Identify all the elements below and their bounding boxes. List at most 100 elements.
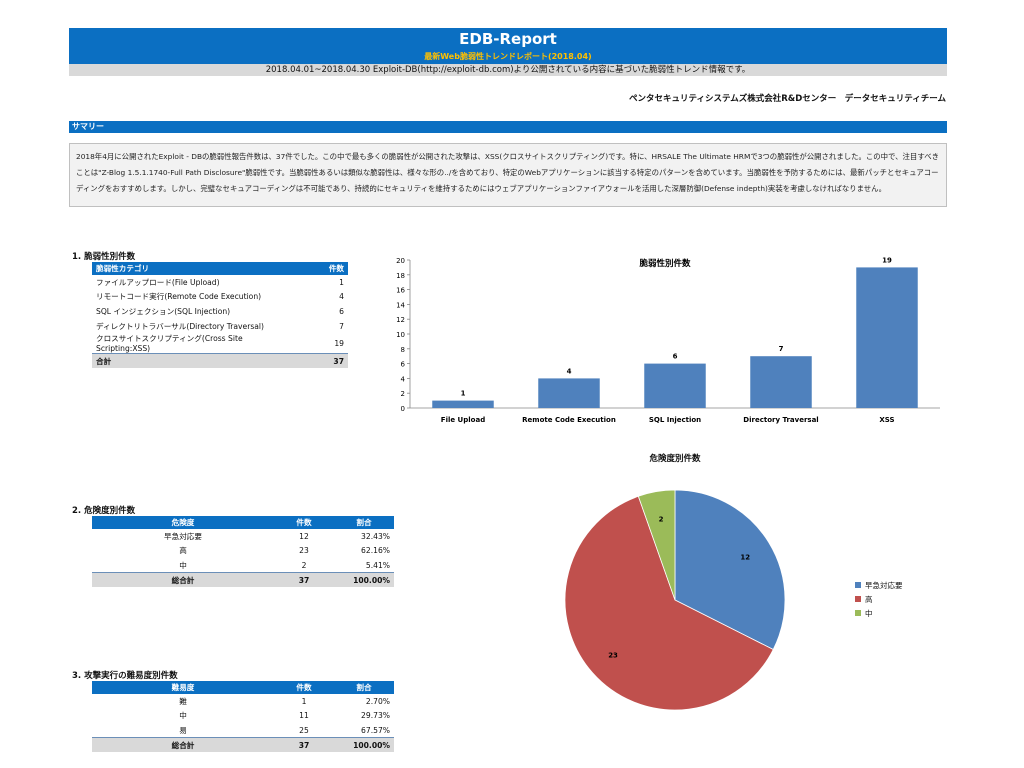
x-tick-label: Directory Traversal — [743, 416, 818, 424]
table-row: 易 25 67.57% — [92, 723, 394, 738]
row-count: 19 — [334, 338, 344, 348]
legend-item: 中 — [855, 606, 903, 620]
vulnerability-count-table: 脆弱性カテゴリ 件数 ファイルアップロード(File Upload) 1 リモー… — [92, 262, 348, 369]
col-level-header: 危険度 — [92, 516, 274, 529]
bar-data-label: 6 — [673, 353, 678, 361]
row-label: 難 — [179, 696, 187, 706]
row-ratio: 5.41% — [365, 560, 390, 570]
total-label: 合計 — [92, 353, 288, 369]
legend-swatch — [855, 582, 861, 588]
total-row: 総合計 37 100.00% — [92, 572, 394, 588]
row-count: 23 — [299, 546, 309, 556]
col-level-header: 難易度 — [92, 681, 274, 694]
x-tick-label: Remote Code Execution — [522, 416, 616, 424]
risk-level-table: 危険度 件数 割合 早急対応要 12 32.43% 高 23 62.16% 中 … — [92, 516, 394, 588]
pie-slice — [564, 495, 774, 711]
y-tick-label: 10 — [396, 331, 405, 339]
table-row: 高 23 62.16% — [92, 544, 394, 559]
total-row: 合計 37 — [92, 353, 348, 369]
pie-slice — [674, 489, 786, 651]
row-count: 7 — [339, 321, 344, 331]
legend-swatch — [855, 596, 861, 602]
legend-item: 高 — [855, 592, 903, 606]
bar-data-label: 19 — [882, 256, 892, 264]
y-tick-label: 6 — [401, 361, 406, 369]
x-tick-label: XSS — [879, 416, 894, 424]
row-count: 4 — [339, 292, 344, 302]
bar — [856, 267, 918, 408]
table-row: ファイルアップロード(File Upload) 1 — [92, 275, 348, 290]
pie-data-label: 2 — [659, 516, 664, 524]
section2-title: 2. 危険度別件数 — [72, 506, 136, 516]
pie-chart-title: 危険度別件数 — [649, 454, 701, 464]
y-tick-label: 20 — [396, 257, 405, 265]
col-count-header: 件数 — [274, 681, 334, 694]
y-tick-label: 12 — [396, 316, 405, 324]
table-row: 早急対応要 12 32.43% — [92, 529, 394, 544]
total-count: 37 — [288, 353, 348, 369]
y-tick-label: 18 — [396, 272, 405, 280]
legend-item: 早急対応要 — [855, 578, 903, 592]
risk-pie-chart: 12 23 2 — [564, 489, 786, 711]
col-category-header: 脆弱性カテゴリ — [92, 262, 288, 275]
pie-slice — [637, 489, 676, 601]
total-count: 37 — [274, 737, 334, 753]
table-row: SQL インジェクション(SQL Injection) 6 — [92, 304, 348, 319]
bar — [750, 356, 812, 408]
row-label: 中 — [179, 560, 187, 570]
bar — [644, 363, 706, 408]
pie-data-label: 12 — [740, 554, 750, 562]
row-count: 2 — [301, 560, 307, 570]
total-label: 総合計 — [92, 572, 274, 588]
total-ratio: 100.00% — [334, 572, 394, 588]
bar-data-label: 1 — [461, 390, 466, 398]
total-count: 37 — [274, 572, 334, 588]
row-label: 中 — [179, 711, 187, 721]
summary-text: 2018年4月に公開されたExploit - DBの脆弱性報告件数は、37件でし… — [69, 143, 947, 207]
table-row: 難 1 2.70% — [92, 694, 394, 709]
table-row: ディレクトリトラバーサル(Directory Traversal) 7 — [92, 319, 348, 334]
bar-data-label: 7 — [779, 345, 784, 353]
row-ratio: 2.70% — [365, 696, 390, 706]
summary-heading: サマリー — [69, 121, 947, 133]
row-count: 1 — [339, 277, 344, 287]
section1-title: 1. 脆弱性別件数 — [72, 252, 136, 262]
y-tick-label: 0 — [401, 405, 405, 413]
report-title: EDB-Report — [69, 28, 947, 50]
report-subtitle: 最新Web脆弱性トレンドレポート(2018.04) — [69, 50, 947, 64]
table-row: リモートコード実行(Remote Code Execution) 4 — [92, 290, 348, 305]
table-row: 中 2 5.41% — [92, 558, 394, 573]
row-label: ファイルアップロード(File Upload) — [96, 277, 220, 287]
col-count-header: 件数 — [288, 262, 348, 275]
row-label: 高 — [179, 546, 187, 556]
row-ratio: 29.73% — [361, 711, 390, 721]
y-tick-label: 2 — [401, 390, 405, 398]
bar-chart-title: 脆弱性別件数 — [638, 258, 691, 269]
x-tick-label: File Upload — [441, 416, 485, 424]
organization-name: ペンタセキュリティシステムズ株式会社R&Dセンター データセキュリティチーム — [629, 94, 946, 104]
bar-data-label: 4 — [567, 367, 572, 375]
pie-legend: 早急対応要高中 — [855, 578, 903, 620]
legend-label: 早急対応要 — [865, 580, 903, 590]
report-period: 2018.04.01~2018.04.30 Exploit-DB(http://… — [69, 64, 947, 76]
row-label: ディレクトリトラバーサル(Directory Traversal) — [96, 321, 265, 331]
legend-label: 高 — [865, 594, 873, 604]
row-label: SQL インジェクション(SQL Injection) — [96, 306, 231, 316]
col-ratio-header: 割合 — [334, 516, 394, 529]
y-tick-label: 14 — [396, 301, 405, 309]
row-label: リモートコード実行(Remote Code Execution) — [96, 292, 262, 302]
col-ratio-header: 割合 — [334, 681, 394, 694]
y-tick-label: 16 — [396, 287, 405, 295]
row-label: クロスサイトスクリプティング(Cross Site Scripting:XSS) — [96, 334, 243, 354]
bar — [432, 400, 494, 408]
table-row: 中 11 29.73% — [92, 709, 394, 724]
row-label: 早急対応要 — [164, 531, 202, 541]
row-count: 11 — [299, 711, 309, 721]
row-ratio: 62.16% — [361, 546, 390, 556]
row-count: 6 — [339, 306, 344, 316]
row-count: 1 — [301, 696, 307, 706]
legend-label: 中 — [865, 608, 873, 618]
row-label: 易 — [179, 725, 187, 735]
row-ratio: 67.57% — [361, 725, 390, 735]
table-row: クロスサイトスクリプティング(Cross Site Scripting:XSS)… — [92, 333, 348, 354]
